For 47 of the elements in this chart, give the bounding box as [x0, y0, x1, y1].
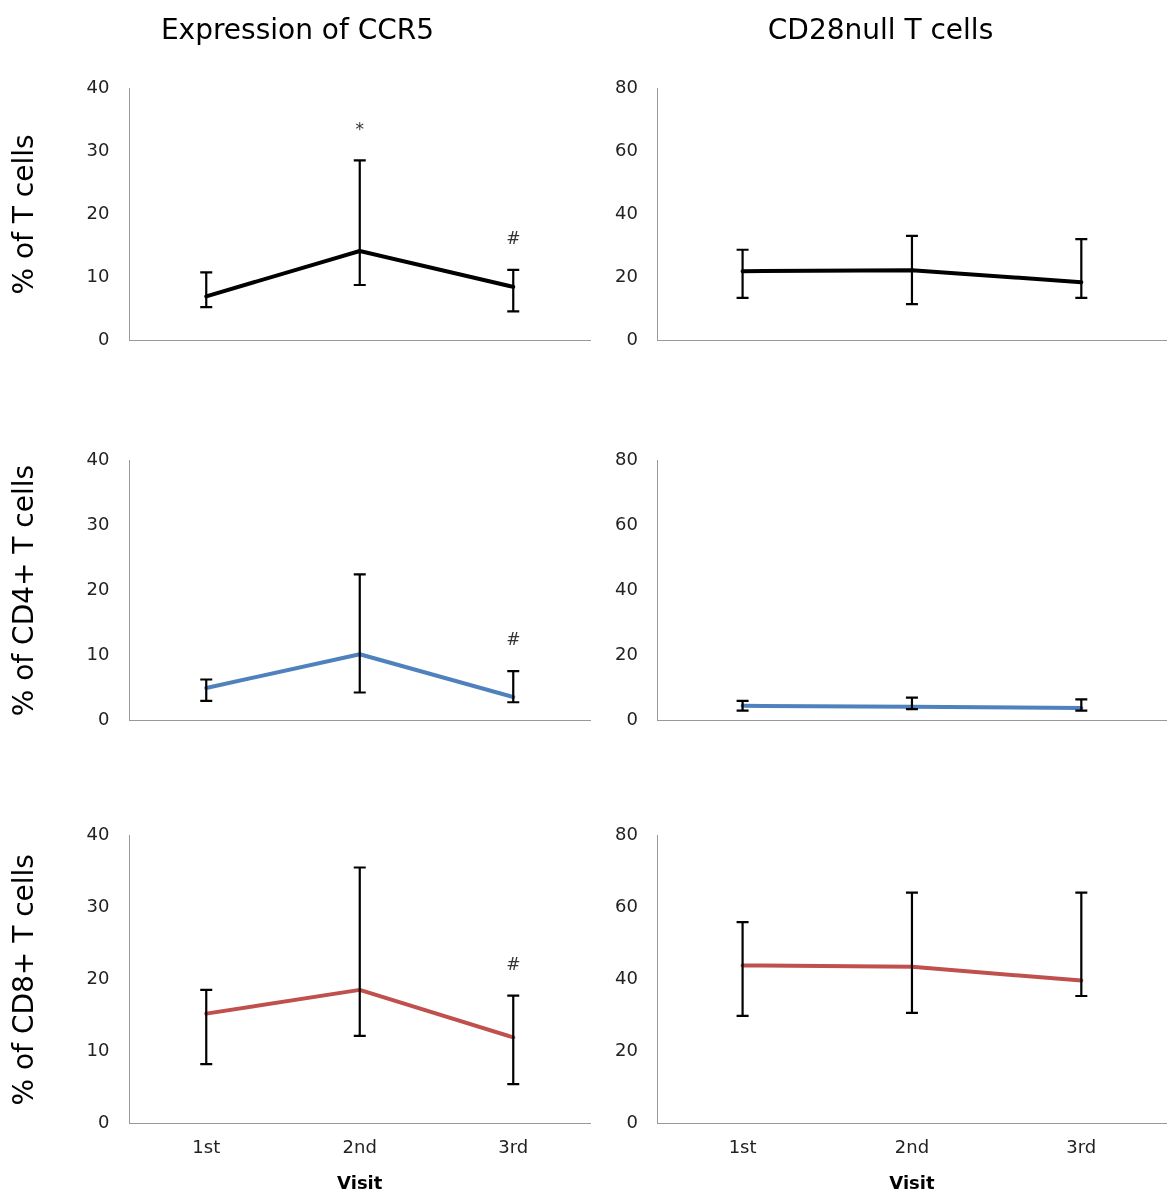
y-tick-label: 0 [98, 708, 110, 730]
x-tick-label: 2nd [894, 1136, 930, 1158]
y-axis-title: % of CD8+ T cells [7, 854, 41, 1106]
y-tick-label: 40 [86, 76, 110, 98]
chart-title: CD28null T cells [767, 13, 994, 47]
y-tick-label: 30 [86, 139, 110, 161]
annotation: # [506, 954, 521, 975]
y-tick-label: 80 [615, 448, 638, 470]
y-tick-label: 10 [86, 643, 110, 665]
y-tick-label: 30 [86, 513, 110, 535]
y-tick-label: 20 [86, 967, 110, 989]
y-tick-label: 40 [86, 448, 110, 470]
y-tick-label: 20 [615, 643, 638, 665]
annotation: # [506, 228, 521, 249]
y-axis-title: % of T cells [7, 134, 41, 295]
y-tick-label: 0 [98, 1111, 110, 1133]
x-tick-label: 1st [728, 1136, 757, 1158]
x-axis-title: Visit [889, 1171, 935, 1193]
x-tick-label: 1st [192, 1136, 221, 1158]
y-tick-label: 20 [615, 1039, 638, 1061]
y-tick-label: 80 [615, 76, 638, 98]
y-tick-label: 30 [86, 895, 110, 917]
y-tick-label: 0 [626, 708, 638, 730]
y-tick-label: 40 [615, 202, 638, 224]
chart-title: Expression of CCR5 [160, 13, 435, 47]
y-tick-label: 0 [98, 328, 110, 350]
annotation: * [355, 118, 364, 139]
y-tick-label: 40 [86, 823, 110, 845]
y-tick-label: 0 [626, 328, 638, 350]
y-tick-label: 80 [615, 823, 638, 845]
y-tick-label: 0 [626, 1111, 638, 1133]
y-tick-label: 60 [615, 513, 638, 535]
x-tick-label: 2nd [342, 1136, 377, 1158]
x-tick-label: 3rd [1066, 1136, 1097, 1158]
y-tick-label: 20 [86, 202, 110, 224]
y-tick-label: 10 [86, 1039, 110, 1061]
y-tick-label: 40 [615, 967, 638, 989]
x-tick-label: 3rd [498, 1136, 529, 1158]
y-tick-label: 60 [615, 895, 638, 917]
y-tick-label: 20 [86, 578, 110, 600]
y-axis-title: % of CD4+ T cells [7, 464, 41, 717]
y-tick-label: 20 [615, 265, 638, 287]
y-tick-label: 10 [86, 265, 110, 287]
annotation: # [506, 629, 521, 650]
y-tick-label: 60 [615, 139, 638, 161]
y-tick-label: 40 [615, 578, 638, 600]
x-axis-title: Visit [337, 1171, 383, 1193]
